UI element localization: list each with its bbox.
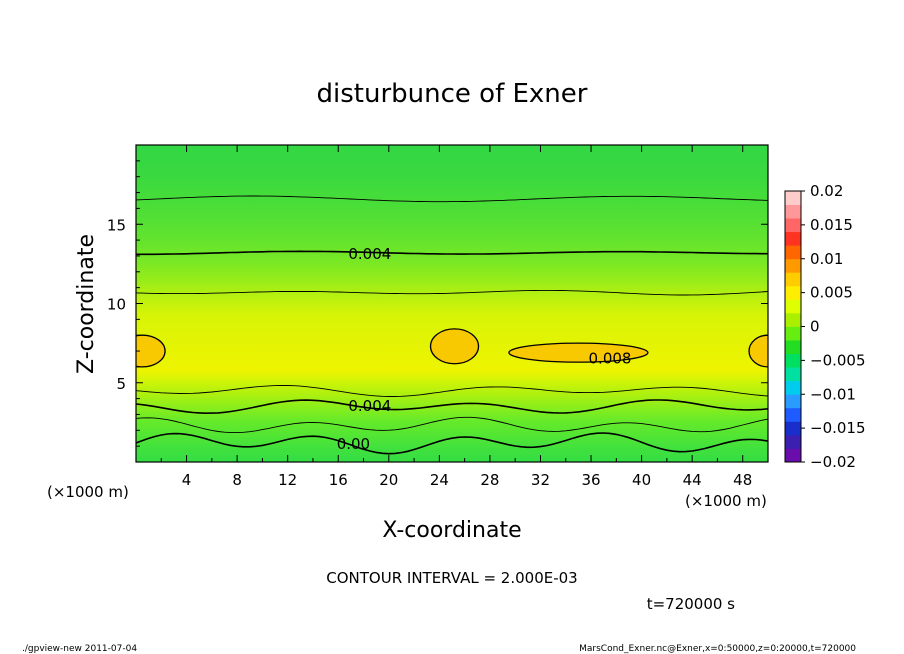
- colorbar-tick-label-1: 0.015: [810, 216, 853, 234]
- footer-left: ./gpview-new 2011-07-04: [22, 644, 137, 654]
- colorbar-swatch-3: [785, 407, 801, 422]
- plot-area: [136, 145, 768, 462]
- colorbar-tick-label-2: 0.01: [810, 250, 843, 268]
- y-axis-label: Z-coordinate: [74, 234, 99, 374]
- colorbar-swatch-7: [785, 353, 801, 368]
- max-region-2: [508, 342, 649, 363]
- x-tick-label-6: 28: [480, 471, 499, 489]
- x-tick-label-8: 36: [581, 471, 600, 489]
- colorbar-swatch-10: [785, 312, 801, 327]
- time-text: t=720000 s: [647, 595, 735, 613]
- colorbar-tick-label-0: 0.02: [810, 182, 843, 200]
- x-tick-label-5: 24: [430, 471, 449, 489]
- contour-label-1: 0.008: [589, 349, 632, 367]
- footer-right: MarsCond_Exner.nc@Exner,x=0:50000,z=0:20…: [579, 644, 856, 654]
- colorbar-swatch-6: [785, 367, 801, 382]
- max-region-1: [429, 328, 480, 365]
- colorbar-swatch-16: [785, 231, 801, 246]
- colorbar-swatch-4: [785, 394, 801, 409]
- colorbar-swatch-11: [785, 299, 801, 314]
- colorbar-swatch-0: [785, 448, 801, 463]
- colorbar-swatch-13: [785, 272, 801, 287]
- y-unit-label: (×1000 m): [47, 483, 129, 501]
- colorbar-swatch-1: [785, 434, 801, 449]
- contour-line-5: [136, 250, 768, 256]
- contour-line-1: [136, 416, 768, 434]
- contour-line-0: [136, 432, 768, 455]
- contour-labels: 0.004 0.008 0.004 0.00: [337, 245, 632, 453]
- contour-line-6: [136, 195, 768, 203]
- colorbar-swatch-9: [785, 326, 801, 341]
- filled-bands: [136, 145, 768, 462]
- contour-label-0: 0.004: [348, 245, 391, 263]
- colorbar-swatch-12: [785, 285, 801, 300]
- colorbar-ticks: 0.02 0.015 0.01 0.005 0 −0.005 −0.01 −0.015 −0.0…: [801, 182, 866, 471]
- contour-label-2: 0.004: [348, 397, 391, 415]
- contour-line-3: [136, 384, 768, 397]
- y-tick-label-0: 5: [116, 375, 126, 393]
- x-tick-label-1: 8: [232, 471, 242, 489]
- y-tick-label-2: 15: [107, 216, 126, 234]
- contour-interval-text: CONTOUR INTERVAL = 2.000E-03: [326, 569, 577, 587]
- x-tick-label-4: 20: [379, 471, 398, 489]
- colorbar-swatch-8: [785, 340, 801, 354]
- y-tick-label-1: 10: [107, 296, 126, 314]
- field-background: [136, 145, 768, 462]
- colorbar-swatch-14: [785, 258, 801, 273]
- x-unit-label: (×1000 m): [685, 492, 767, 510]
- colorbar: [784, 190, 802, 463]
- colorbar-swatch-5: [785, 380, 801, 395]
- colorbar-tick-label-7: −0.015: [810, 419, 866, 437]
- x-tick-label-2: 12: [278, 471, 297, 489]
- x-tick-label-10: 44: [683, 471, 702, 489]
- x-tick-label-11: 48: [733, 471, 752, 489]
- colorbar-swatch-2: [785, 421, 801, 436]
- colorbar-tick-label-5: −0.005: [810, 351, 866, 369]
- colorbar-swatch-17: [785, 218, 801, 233]
- colorbar-tick-label-8: −0.02: [810, 453, 856, 471]
- x-tick-label-3: 16: [329, 471, 348, 489]
- colorbar-tick-label-4: 0: [810, 318, 820, 336]
- contour-line-4: [136, 289, 768, 296]
- contour-line-2: [136, 399, 768, 415]
- x-tick-label-0: 4: [182, 471, 192, 489]
- colorbar-swatch-19: [785, 191, 801, 205]
- colorbar-swatch-15: [785, 245, 801, 260]
- colorbar-tick-label-3: 0.005: [810, 284, 853, 302]
- colorbar-swatch-18: [785, 204, 801, 219]
- x-tick-label-7: 32: [531, 471, 550, 489]
- x-tick-label-9: 40: [632, 471, 651, 489]
- contour-label-3: 0.00: [337, 435, 370, 453]
- max-region-0: [136, 334, 166, 368]
- chart-title: disturbunce of Exner: [317, 79, 588, 109]
- x-axis-label: X-coordinate: [382, 518, 521, 543]
- colorbar-tick-label-6: −0.01: [810, 385, 856, 403]
- contour-lines: [136, 195, 768, 455]
